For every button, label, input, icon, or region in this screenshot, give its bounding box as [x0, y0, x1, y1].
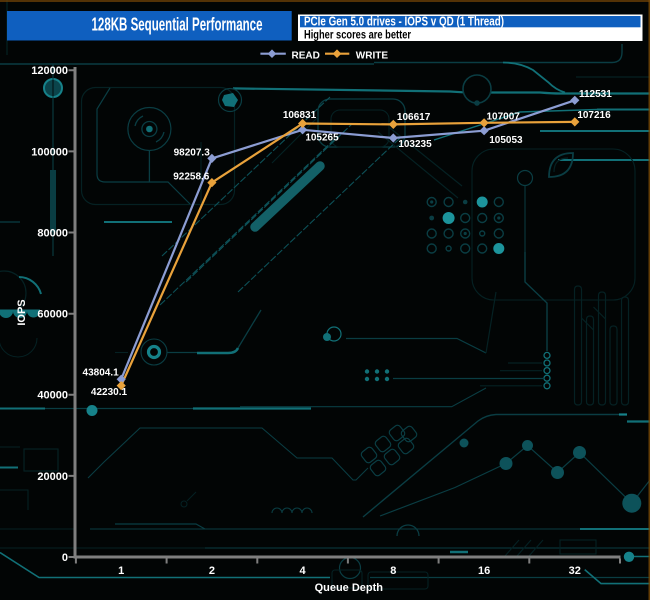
- svg-text:128KB Sequential Performance: 128KB Sequential Performance: [92, 15, 263, 35]
- svg-text:60000: 60000: [37, 309, 68, 321]
- svg-text:PCIe Gen 5.0 drives - IOPS v Q: PCIe Gen 5.0 drives - IOPS v QD (1 Threa…: [304, 14, 504, 29]
- svg-text:112531: 112531: [579, 89, 612, 100]
- svg-text:8: 8: [390, 565, 396, 577]
- svg-text:80000: 80000: [37, 227, 68, 239]
- svg-text:32: 32: [569, 565, 581, 577]
- svg-text:Queue Depth: Queue Depth: [315, 582, 384, 594]
- svg-text:Higher scores are better: Higher scores are better: [304, 28, 411, 42]
- svg-text:106831: 106831: [283, 110, 317, 121]
- svg-text:WRITE: WRITE: [356, 51, 389, 62]
- svg-text:READ: READ: [292, 51, 320, 62]
- svg-text:43804.1: 43804.1: [83, 367, 120, 378]
- svg-text:105053: 105053: [489, 135, 523, 146]
- svg-text:120000: 120000: [31, 65, 68, 77]
- svg-text:98207.3: 98207.3: [174, 147, 211, 158]
- svg-text:4: 4: [300, 565, 307, 577]
- svg-text:0: 0: [62, 552, 68, 564]
- svg-text:107216: 107216: [577, 110, 611, 121]
- svg-text:105265: 105265: [305, 133, 339, 144]
- svg-text:100000: 100000: [31, 146, 68, 158]
- svg-text:106617: 106617: [397, 112, 431, 123]
- svg-text:103235: 103235: [398, 139, 432, 150]
- svg-text:42230.1: 42230.1: [91, 387, 128, 398]
- svg-text:40000: 40000: [37, 390, 68, 402]
- svg-text:107007: 107007: [487, 111, 521, 122]
- svg-text:2: 2: [209, 565, 215, 577]
- svg-text:1: 1: [118, 565, 124, 577]
- svg-text:20000: 20000: [37, 471, 68, 483]
- svg-text:IOPS: IOPS: [16, 299, 28, 325]
- svg-text:92258.6: 92258.6: [173, 172, 210, 183]
- svg-text:16: 16: [478, 565, 490, 577]
